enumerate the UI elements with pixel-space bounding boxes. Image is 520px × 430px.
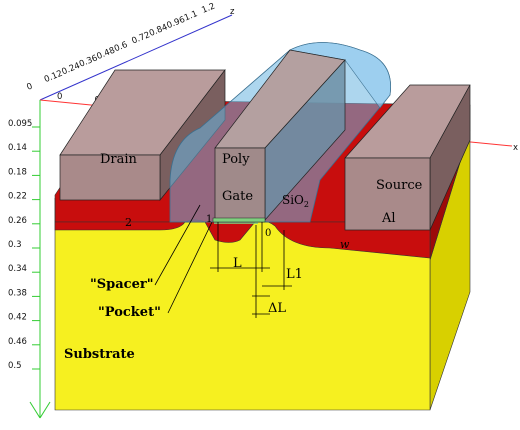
x-tick-label: 0 [57, 92, 62, 102]
source-label: Source [376, 178, 423, 193]
y-tick-label: 0.34 [8, 264, 27, 274]
p-right-label: 0 [265, 228, 271, 239]
drain-front [59, 154, 161, 201]
text-labels: Drain Poly Gate SiO2 Source Al 2 1 0 w L… [64, 152, 423, 362]
x-axis-label: x [513, 143, 518, 153]
spacer-leader [154, 204, 201, 286]
y-axis-arrow-right [39, 401, 51, 419]
y-tick-label: 0.095 [8, 119, 32, 129]
dim-L1-label: L1 [286, 267, 303, 282]
poly-front [214, 147, 266, 221]
z-ticks: 00.120.240.360.480.60.720.840.961.11.2 [25, 1, 216, 92]
gate-oxide [212, 217, 266, 223]
y-tick-label: 0.46 [8, 337, 27, 347]
z-tick-label: 1.1 [183, 9, 199, 23]
z-axis-line [39, 14, 233, 101]
implant-front-profile [54, 198, 431, 259]
y-axis-arrow-left [29, 401, 41, 419]
y-tick-label: 0.38 [8, 288, 27, 298]
spacer-label: "Spacer" [90, 277, 153, 292]
drain-label: Drain [100, 152, 138, 167]
substrate-label: Substrate [64, 347, 135, 362]
y-ticks: 0.095 0.14 0.18 0.22 0.26 0.3 0.34 0.38 0.42 0.46… [8, 119, 40, 371]
p-left-label: 1 [206, 214, 212, 225]
al-label: Al [381, 211, 396, 226]
z-tick-label: 1.2 [200, 1, 216, 15]
y-tick-label: 0.5 [8, 361, 22, 371]
z-axis-label: z [230, 7, 235, 17]
y-tick-label: 0.14 [8, 143, 27, 153]
source-front [344, 157, 431, 231]
source-contact [344, 84, 471, 231]
dim-dL-label: ΔL [268, 301, 286, 316]
spacer-top-cap [289, 42, 391, 109]
poly-gate [212, 49, 346, 223]
y-tick-label: 0.26 [8, 216, 27, 226]
y-tick-label: 0.42 [8, 313, 27, 323]
pocket-label: "Pocket" [98, 305, 161, 320]
dimension-lines [154, 204, 292, 318]
y-tick-label: 0.3 [8, 240, 22, 250]
n-plus-left-label: 2 [125, 216, 132, 229]
gate-label: Gate [222, 189, 253, 204]
pocket-leader [167, 221, 213, 314]
n-plus-right-label: w [340, 238, 350, 251]
y-tick-label: 0.18 [8, 167, 27, 177]
z-tick-label: 0 [25, 81, 34, 92]
poly-label: Poly [222, 152, 250, 167]
z-tick-label: 0.6 [113, 40, 129, 54]
dim-L-label: L [233, 256, 242, 271]
y-tick-label: 0.22 [8, 192, 27, 202]
sio2-label: SiO2 [282, 193, 309, 209]
